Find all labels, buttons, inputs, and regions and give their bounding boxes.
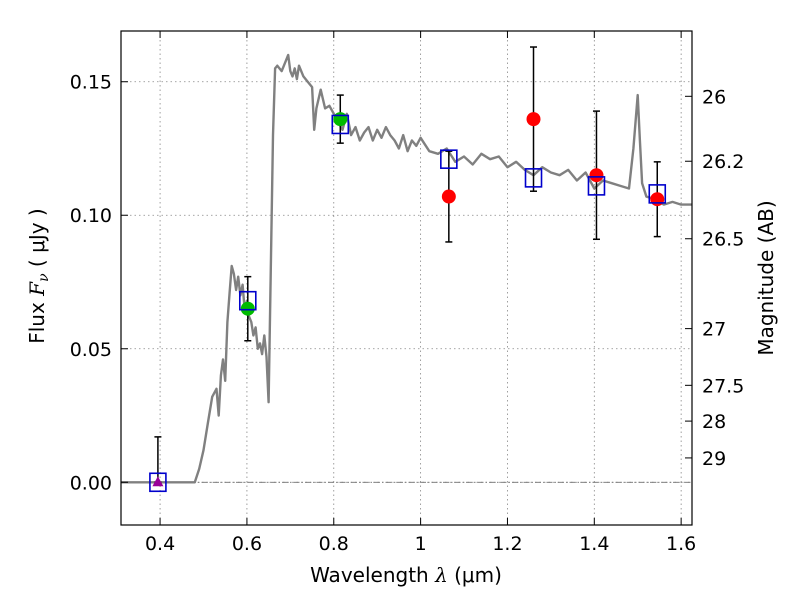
y2-tick-label: 27 xyxy=(702,319,726,341)
y2-tick-label: 27.5 xyxy=(702,375,744,397)
model-photometry-box xyxy=(149,472,167,493)
x-tick-label: 1.2 xyxy=(492,533,522,555)
x-tick-label: 0.6 xyxy=(232,533,262,555)
sed-model-line xyxy=(121,53,692,484)
model-photometry-box xyxy=(524,168,543,188)
x-tick-label: 0.8 xyxy=(319,533,349,555)
sed-model-group xyxy=(121,53,692,484)
detection-point xyxy=(240,301,255,316)
tick-labels: 0.4 0.6 0.8 1 1.2 1.4 1.6 0.00 0.05 0.10 0.15 26 26.… xyxy=(70,72,745,555)
detection-point xyxy=(526,112,541,127)
model-photometry-box xyxy=(331,114,350,135)
x-axis-label: Wavelength λ (μm) xyxy=(310,563,502,587)
y-tick-label: 0.15 xyxy=(70,72,112,94)
x-tick-label: 0.4 xyxy=(145,533,175,555)
model-photometry-group xyxy=(149,114,667,493)
y2-tick-label: 28 xyxy=(702,411,726,433)
y-tick-label: 0.00 xyxy=(70,472,112,494)
model-photometry-box xyxy=(440,149,458,169)
detection-point xyxy=(441,189,456,204)
y2-axis-label: Magnitude (AB) xyxy=(754,200,778,355)
x-tick-label: 1.6 xyxy=(666,533,696,555)
model-photometry-box xyxy=(648,184,667,204)
y2-tick-label: 26.5 xyxy=(702,229,744,251)
upper-limit-point xyxy=(152,476,164,487)
ticks xyxy=(121,31,692,525)
y2-tick-label: 29 xyxy=(702,448,726,470)
y-axis-label: Flux Fν ( μJy ) xyxy=(25,208,52,344)
y-tick-label: 0.05 xyxy=(70,339,112,361)
plot-frame xyxy=(120,30,693,526)
y2-tick-label: 26 xyxy=(702,86,726,108)
detection-point xyxy=(333,112,348,127)
y2-tick-label: 26.2 xyxy=(702,151,744,173)
detection-point xyxy=(650,192,665,207)
model-photometry-box xyxy=(587,176,606,196)
detection-point xyxy=(589,168,604,183)
x-tick-label: 1 xyxy=(415,533,427,555)
x-tick-label: 1.4 xyxy=(579,533,609,555)
y-tick-label: 0.10 xyxy=(70,205,112,227)
model-photometry-box xyxy=(238,290,257,311)
